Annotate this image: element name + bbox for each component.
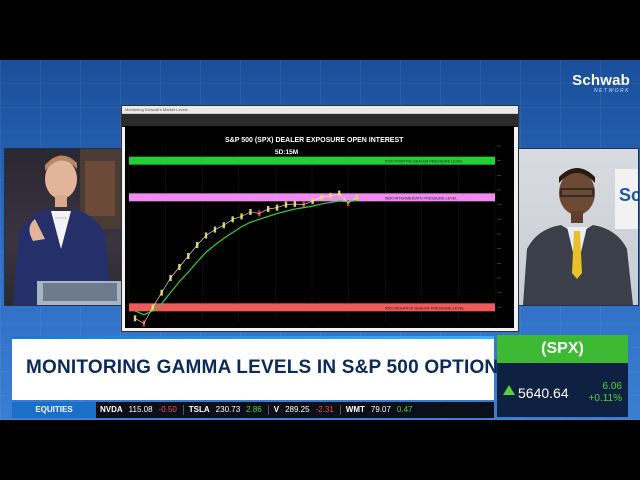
ticker-price: 115.08 xyxy=(128,405,153,414)
ticker-separator xyxy=(182,404,184,415)
chart-title: S&P 500 (SPX) DEALER EXPOSURE OPEN INTER… xyxy=(225,137,404,144)
guest-right-figure: Sc xyxy=(523,168,638,305)
pressure-level-label: 5700 POSITIVE DEALER PRESSURE LEVEL xyxy=(385,160,463,164)
quote-price: 5640.64 xyxy=(518,385,569,401)
ticker-items: NVDA 115.08 -0.50 TSLA 230.73 2.86 V 289.25 -2.3… xyxy=(100,402,417,418)
headline-text: MONITORING GAMMA LEVELS IN S&P 500 OPTIO… xyxy=(26,357,512,378)
quote-symbol: (SPX) xyxy=(497,335,628,363)
pressure-level-band xyxy=(129,156,495,165)
ticker-item-nvda: NVDA 115.08 -0.50 xyxy=(100,402,184,418)
ticker-price: 289.25 xyxy=(285,405,310,414)
pressure-level-label: 5500 NEGATIVE DEALER PRESSURE LEVEL xyxy=(385,306,465,310)
spx-quote-box: (SPX) 5640.64 6.06 +0.11% xyxy=(497,335,628,417)
ticker-change: -2.31 xyxy=(315,405,334,414)
quote-change-block: 6.06 +0.11% xyxy=(589,381,622,405)
ticker-symbol: V xyxy=(273,405,280,414)
logo-brand: Schwab xyxy=(572,72,630,89)
up-arrow-icon xyxy=(503,385,515,395)
pressure-level-label: 5650 INTERMEDIATE PRESSURE LEVEL xyxy=(385,196,457,200)
window-title: Monitoring Schwab's Market Levels xyxy=(122,106,518,114)
ticker-separator xyxy=(267,404,269,415)
presenter-left-figure xyxy=(13,149,121,305)
spx-chart: S&P 500 (SPX) DEALER EXPOSURE OPEN INTER… xyxy=(128,137,501,327)
ticker-item-tsla: TSLA 230.73 2.86 xyxy=(189,402,269,418)
ticker-change: 0.47 xyxy=(396,405,413,414)
ticker-label: EQUITIES xyxy=(12,402,96,418)
moving-average-line xyxy=(134,199,358,316)
quote-change: 6.06 xyxy=(602,381,622,392)
quote-change-pct: +0.11% xyxy=(588,393,622,404)
stock-ticker: EQUITIES NVDA 115.08 -0.50 TSLA 230.73 2.86 V 2… xyxy=(12,402,494,418)
ticker-price: 230.73 xyxy=(215,405,241,414)
left-presenter-video xyxy=(4,148,122,306)
ticker-price: 79.07 xyxy=(370,405,391,414)
ticker-item-wmt: WMT 79.07 0.47 xyxy=(346,402,413,418)
price-series-line xyxy=(134,193,358,324)
pressure-level-band xyxy=(129,193,495,202)
chart-window: Monitoring Schwab's Market Levels S&P 50… xyxy=(121,105,519,332)
ticker-separator xyxy=(339,404,341,415)
ticker-item-v: V 289.25 -2.31 xyxy=(274,402,341,418)
lower-third xyxy=(12,336,494,400)
right-guest-video: Sc xyxy=(518,148,639,306)
lower-third-accent xyxy=(12,336,494,339)
ticker-symbol: TSLA xyxy=(188,405,210,414)
schwab-network-logo: Schwab NETWORK xyxy=(572,72,630,94)
pressure-level-band xyxy=(129,303,495,312)
chart-subtitle: 5D:15M xyxy=(275,149,298,156)
ticker-change: 2.86 xyxy=(246,405,262,414)
svg-text:Sc: Sc xyxy=(619,185,638,205)
ticker-symbol: NVDA xyxy=(100,405,123,414)
ticker-change: -0.50 xyxy=(158,405,177,414)
ticker-symbol: WMT xyxy=(345,405,365,414)
chart-area: S&P 500 (SPX) DEALER EXPOSURE OPEN INTER… xyxy=(125,126,514,328)
logo-network: NETWORK xyxy=(593,88,630,94)
chart-grid xyxy=(128,146,496,322)
price-candle xyxy=(133,315,137,322)
